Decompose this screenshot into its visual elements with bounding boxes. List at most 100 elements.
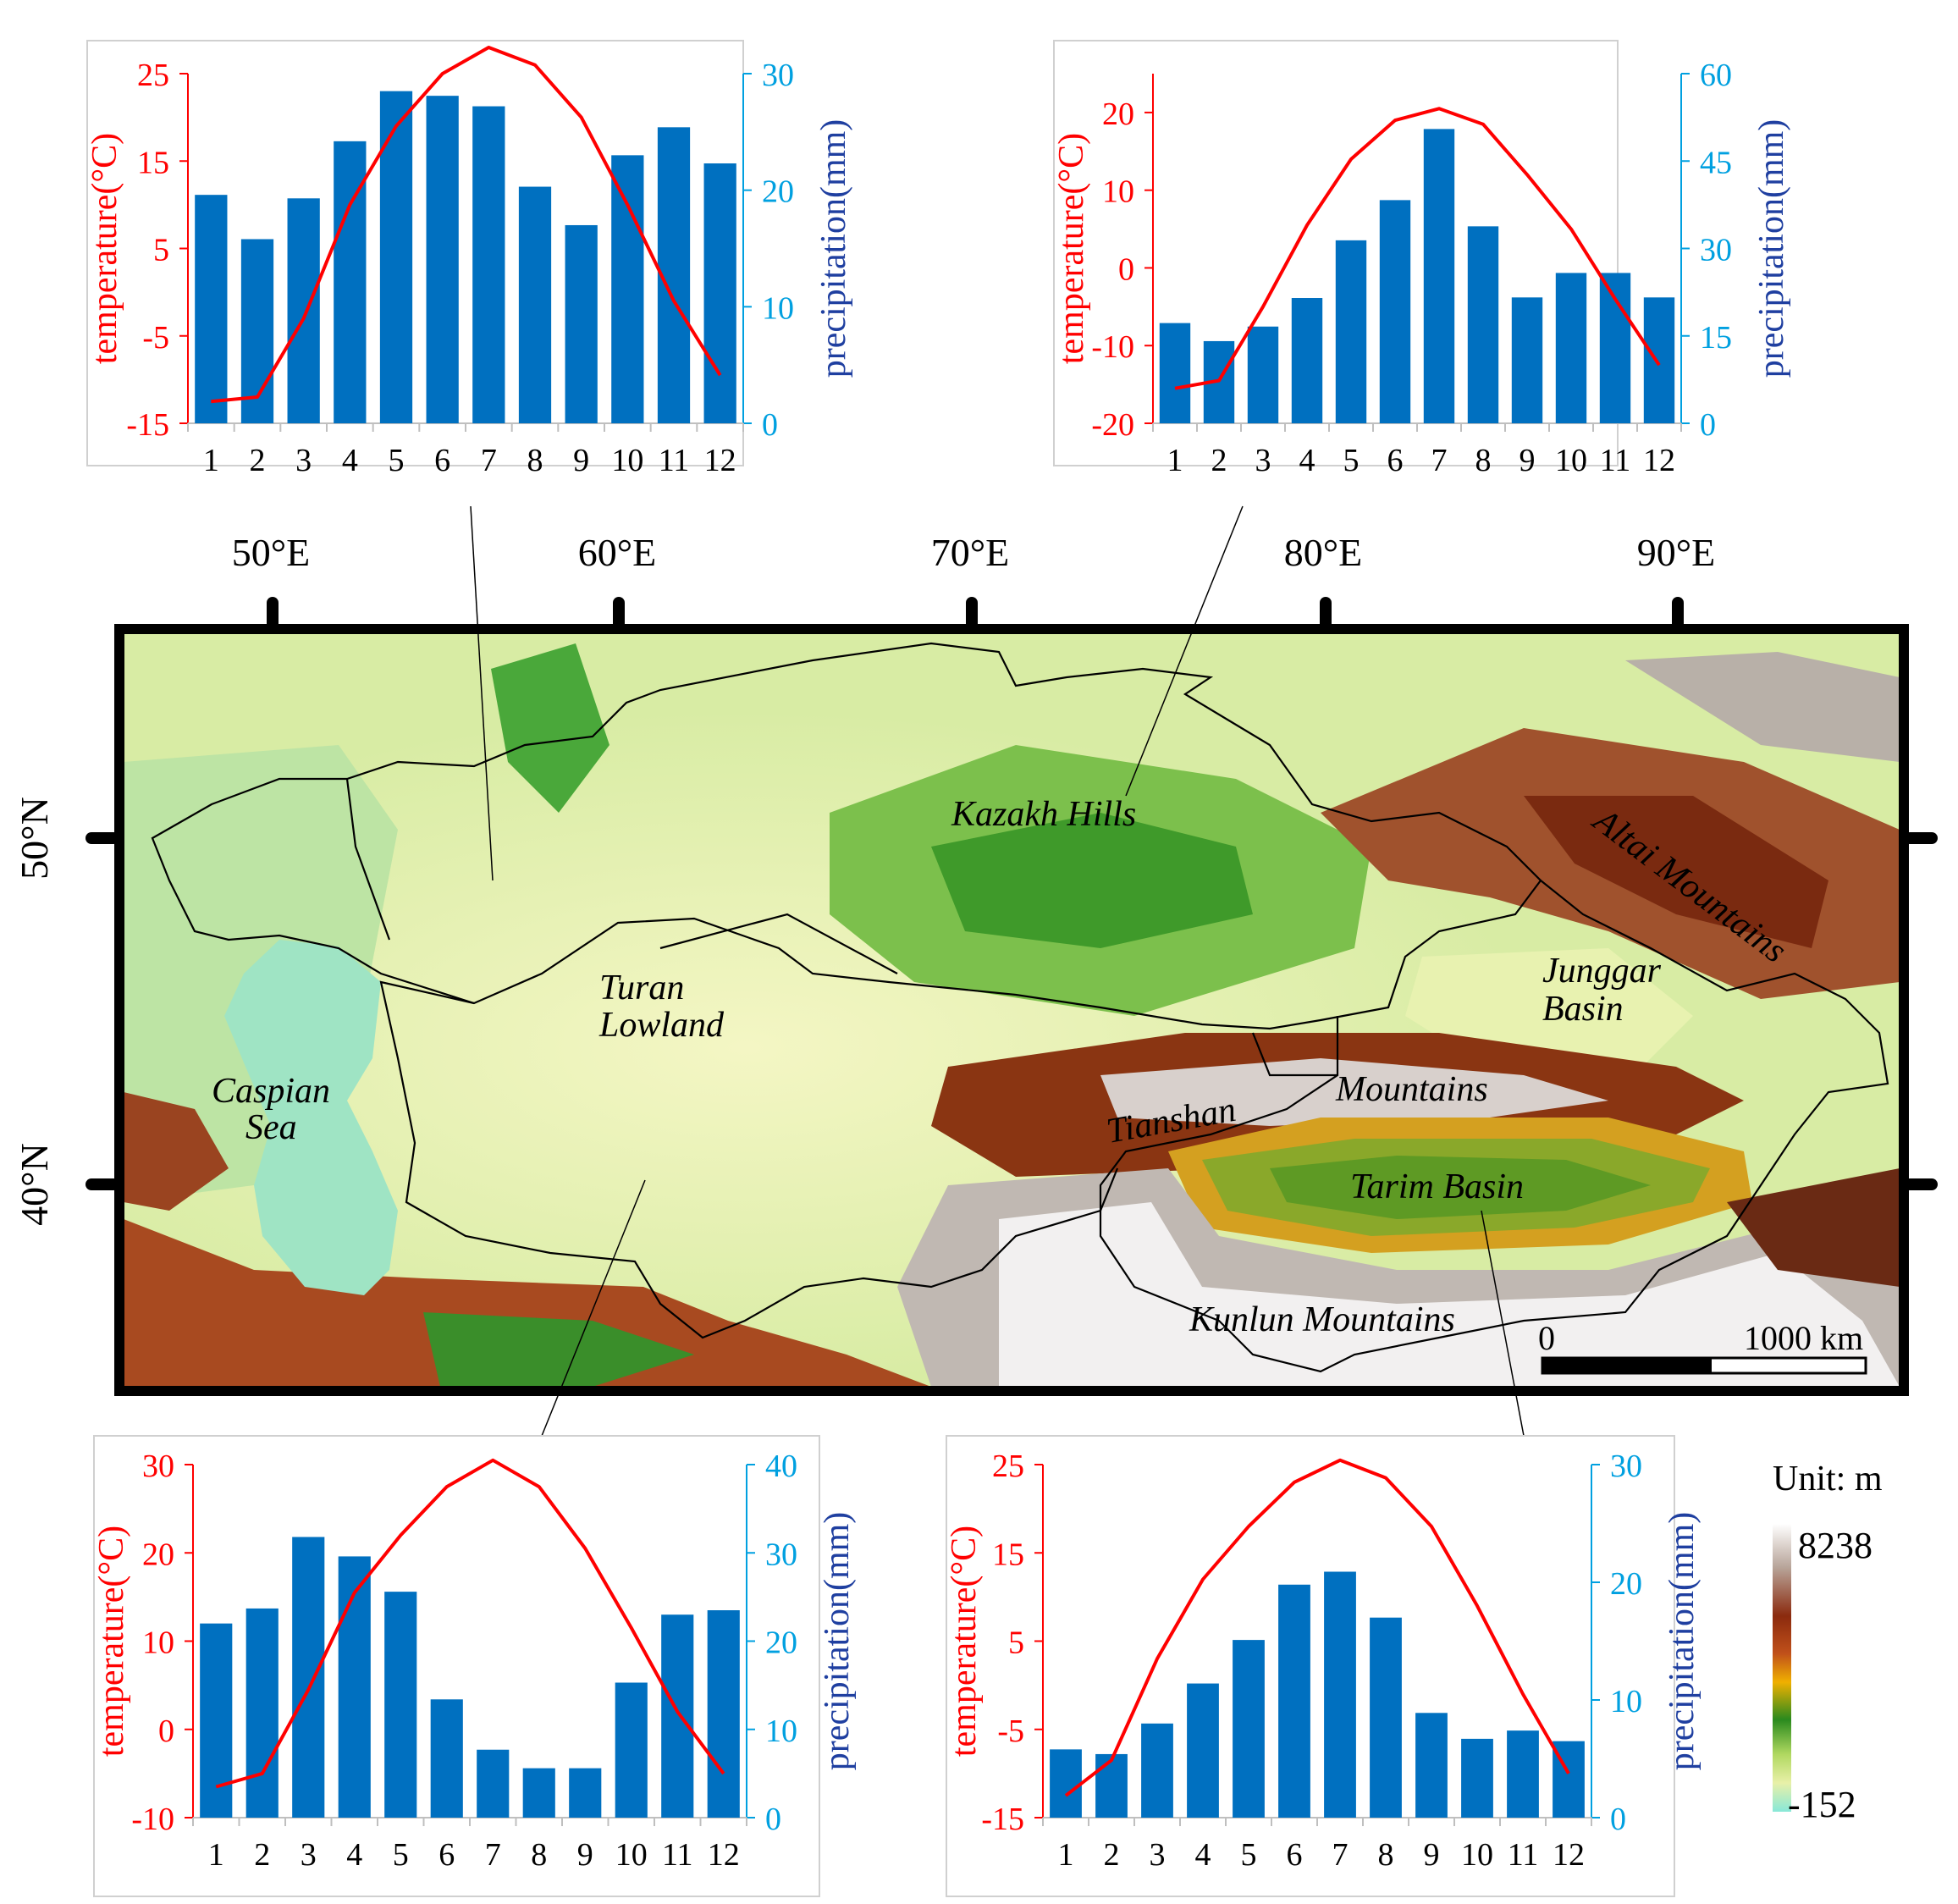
category-label: 8 <box>527 443 543 478</box>
label-sea: Sea <box>245 1108 297 1147</box>
precipitation-bar <box>430 1699 463 1818</box>
category-label: 2 <box>1104 1837 1120 1873</box>
category-label: 5 <box>1343 443 1360 478</box>
precipitation-bar <box>240 239 274 423</box>
category-label: 9 <box>1520 443 1536 478</box>
category-label: 4 <box>346 1837 362 1873</box>
precipitation-bar <box>707 1610 740 1818</box>
precipitation-bar <box>1233 1640 1265 1818</box>
lat-label-40: 40°N <box>13 1143 56 1226</box>
category-label: 10 <box>611 443 643 478</box>
category-label: 3 <box>301 1837 317 1873</box>
map-frame <box>114 624 1909 1396</box>
left-tick-label: 5 <box>1008 1625 1024 1661</box>
lon-labels: 50°E 60°E 70°E 80°E 90°E <box>232 531 1716 574</box>
category-label: 3 <box>295 443 312 478</box>
left-tick-label: 20 <box>1102 97 1134 132</box>
category-label: 7 <box>1431 443 1448 478</box>
category-label: 12 <box>1643 443 1675 478</box>
precipitation-bar <box>195 195 228 423</box>
left-tick-label: 0 <box>1118 251 1134 287</box>
precipitation-bar <box>1461 1738 1493 1818</box>
precipitation-bar <box>565 224 598 423</box>
category-label: 6 <box>438 1837 455 1873</box>
precipitation-bar <box>1187 1683 1219 1818</box>
label-kunlun-mountains: Kunlun Mountains <box>1189 1300 1455 1339</box>
precipitation-bar <box>1278 1584 1310 1818</box>
chart-border <box>946 1435 1675 1897</box>
category-label: 11 <box>659 443 690 478</box>
left-tick-label: 25 <box>137 58 169 93</box>
left-tick-label: 10 <box>1102 174 1134 210</box>
category-label: 9 <box>573 443 589 478</box>
precipitation-bar <box>611 155 644 423</box>
label-mountains: Mountains <box>1335 1070 1488 1109</box>
precipitation-bar <box>661 1614 694 1818</box>
category-label: 7 <box>485 1837 501 1873</box>
left-tick-label: 5 <box>153 233 169 268</box>
left-tick-label: -15 <box>981 1802 1024 1837</box>
lat-label-50: 50°N <box>13 797 56 880</box>
label-caspian: Caspian <box>212 1072 330 1111</box>
label-lowland: Lowland <box>598 1006 725 1045</box>
category-label: 8 <box>531 1837 547 1873</box>
right-tick-label: 45 <box>1700 145 1732 180</box>
category-label: 1 <box>208 1837 224 1873</box>
elevation-legend: Unit: m 8238 -152 <box>1773 1460 1883 1825</box>
left-tick-label: -10 <box>131 1802 174 1837</box>
category-label: 11 <box>662 1837 693 1873</box>
category-label: 7 <box>1332 1837 1349 1873</box>
label-basin: Basin <box>1542 990 1624 1029</box>
precipitation-bar <box>1095 1753 1128 1818</box>
precipitation-bar <box>518 186 552 423</box>
left-tick-label: -15 <box>126 407 169 443</box>
precipitation-bar <box>200 1623 233 1818</box>
category-label: 10 <box>615 1837 648 1873</box>
category-label: 12 <box>708 1837 740 1873</box>
precipitation-bar <box>1511 297 1543 423</box>
right-tick-label: 30 <box>1700 233 1732 268</box>
precipitation-bar <box>1324 1571 1356 1818</box>
right-tick-label: 60 <box>1700 58 1732 93</box>
graticule-ticks <box>85 597 1938 1190</box>
right-tick-label: 0 <box>765 1802 781 1837</box>
precipitation-bar <box>1507 1730 1539 1818</box>
left-tick-label: -5 <box>142 320 169 356</box>
precipitation-bar <box>1643 297 1675 423</box>
left-tick-label: 0 <box>158 1714 174 1749</box>
precipitation-bar <box>426 96 459 423</box>
label-tarim-basin: Tarim Basin <box>1350 1167 1524 1206</box>
category-label: 3 <box>1255 443 1271 478</box>
precipitation-bar <box>477 1749 510 1818</box>
left-axis-title: temperature(°C) <box>92 1526 131 1757</box>
right-tick-label: 0 <box>1700 407 1716 443</box>
left-tick-label: -10 <box>1091 329 1134 365</box>
precipitation-bar <box>1467 226 1499 423</box>
category-label: 6 <box>1287 1837 1303 1873</box>
precipitation-bar <box>1291 298 1323 423</box>
temperature-line <box>215 1458 725 1789</box>
label-turan: Turan <box>599 969 684 1007</box>
precipitation-bar <box>615 1682 648 1818</box>
category-label: 4 <box>1299 443 1315 478</box>
category-label: 11 <box>1508 1837 1539 1873</box>
left-axis-title: temperature(°C) <box>1052 133 1091 364</box>
right-tick-label: 10 <box>765 1714 797 1749</box>
precipitation-bar <box>292 1537 325 1818</box>
right-tick-label: 20 <box>762 174 794 210</box>
right-tick-label: 30 <box>762 58 794 93</box>
lon-label-90: 90°E <box>1637 531 1716 574</box>
lon-label-80: 80°E <box>1284 531 1363 574</box>
legend-min: -152 <box>1788 1784 1856 1825</box>
left-tick-label: -20 <box>1091 407 1134 443</box>
category-label: 11 <box>1600 443 1631 478</box>
right-tick-label: 20 <box>765 1625 797 1661</box>
scale-bar-start: 0 <box>1538 1319 1555 1357</box>
category-label: 10 <box>1555 443 1587 478</box>
precipitation-bar <box>1247 326 1279 423</box>
category-label: 5 <box>1241 1837 1257 1873</box>
left-tick-label: 10 <box>142 1625 174 1661</box>
